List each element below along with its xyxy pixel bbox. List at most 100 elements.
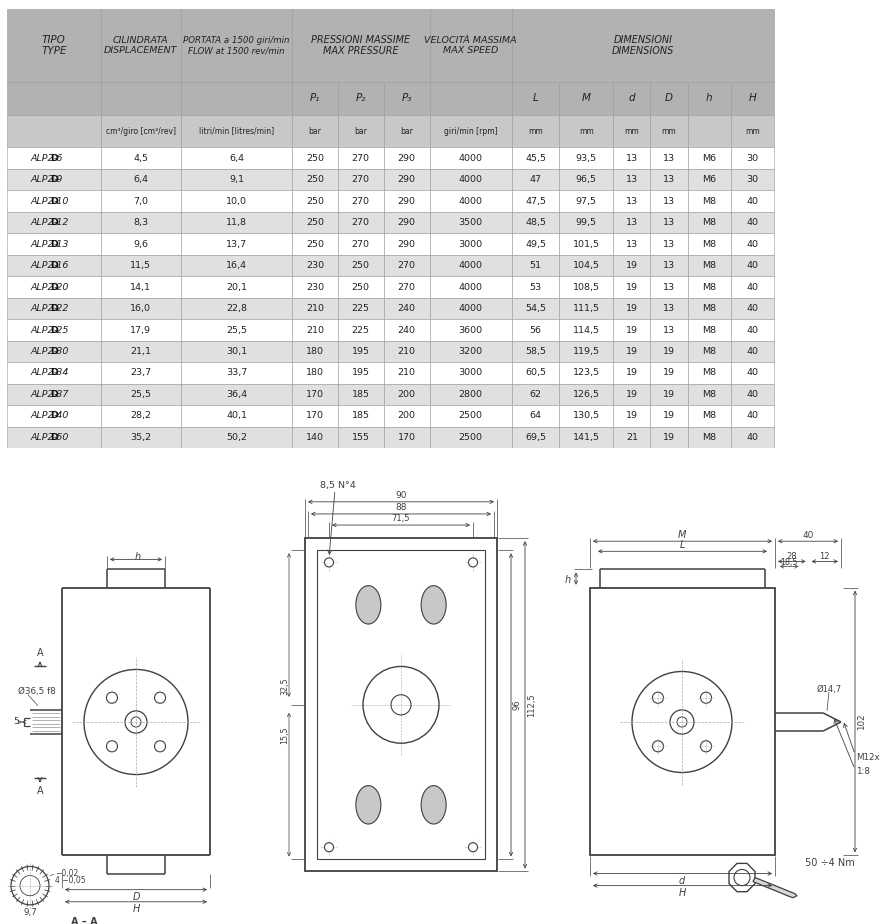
Text: 250: 250 xyxy=(306,218,324,227)
Bar xyxy=(292,406,338,427)
Text: D: D xyxy=(50,283,58,292)
Bar xyxy=(338,276,384,298)
Text: 225: 225 xyxy=(352,325,370,334)
Text: 19: 19 xyxy=(626,347,638,356)
Text: 1:8: 1:8 xyxy=(856,767,870,776)
Bar xyxy=(687,255,731,276)
Polygon shape xyxy=(753,878,797,898)
Bar xyxy=(181,383,292,406)
Text: 155: 155 xyxy=(352,433,370,442)
Text: 15,5: 15,5 xyxy=(281,726,290,744)
Text: 210: 210 xyxy=(398,369,415,378)
Text: D: D xyxy=(132,892,140,902)
Text: 3600: 3600 xyxy=(458,325,483,334)
Text: 195: 195 xyxy=(352,369,370,378)
Bar xyxy=(181,341,292,362)
Bar xyxy=(512,298,560,320)
Bar xyxy=(613,383,650,406)
Text: mm: mm xyxy=(625,127,639,136)
Text: A – A: A – A xyxy=(70,917,98,924)
Text: D: D xyxy=(665,93,673,103)
Bar xyxy=(292,298,338,320)
Text: D: D xyxy=(50,325,58,334)
Bar xyxy=(292,115,338,148)
Text: L: L xyxy=(532,93,539,103)
Text: 3000: 3000 xyxy=(458,369,483,378)
Bar xyxy=(181,212,292,234)
Text: 64: 64 xyxy=(530,411,542,420)
Text: 210: 210 xyxy=(306,325,324,334)
Bar xyxy=(429,169,512,190)
Bar xyxy=(181,81,292,115)
Text: 270: 270 xyxy=(352,176,370,184)
Bar xyxy=(338,234,384,255)
Text: M8: M8 xyxy=(702,239,716,249)
Bar xyxy=(512,169,560,190)
Bar xyxy=(181,190,292,212)
Text: 123,5: 123,5 xyxy=(573,369,600,378)
Bar xyxy=(384,169,429,190)
Text: 47: 47 xyxy=(530,176,542,184)
Text: 45,5: 45,5 xyxy=(525,153,546,163)
Ellipse shape xyxy=(422,586,446,624)
Text: 270: 270 xyxy=(352,239,370,249)
Text: 250: 250 xyxy=(352,283,370,292)
Text: 140: 140 xyxy=(306,433,324,442)
Bar xyxy=(338,190,384,212)
Text: 13: 13 xyxy=(626,197,638,206)
Text: 13: 13 xyxy=(626,176,638,184)
Text: D: D xyxy=(50,239,58,249)
Bar xyxy=(731,427,774,448)
Text: M8: M8 xyxy=(702,347,716,356)
Bar xyxy=(7,148,100,169)
Bar xyxy=(560,255,613,276)
Text: 19: 19 xyxy=(663,433,675,442)
Text: D: D xyxy=(50,347,58,356)
Bar xyxy=(687,406,731,427)
Text: 290: 290 xyxy=(398,197,415,206)
Text: −0,02: −0,02 xyxy=(55,869,78,878)
Bar xyxy=(650,212,687,234)
Bar xyxy=(292,148,338,169)
Text: 7,0: 7,0 xyxy=(134,197,149,206)
Bar xyxy=(613,115,650,148)
Bar xyxy=(292,234,338,255)
Text: 2800: 2800 xyxy=(458,390,483,399)
Text: M12x1.5: M12x1.5 xyxy=(856,753,880,762)
Text: H: H xyxy=(749,93,757,103)
Text: 40,1: 40,1 xyxy=(226,411,247,420)
Text: 270: 270 xyxy=(398,283,415,292)
Text: 30,1: 30,1 xyxy=(226,347,247,356)
Text: mm: mm xyxy=(579,127,594,136)
Text: 230: 230 xyxy=(306,261,324,270)
Text: D: D xyxy=(50,218,58,227)
Bar xyxy=(292,341,338,362)
Text: 250: 250 xyxy=(306,153,324,163)
Text: 13: 13 xyxy=(663,283,675,292)
Text: 200: 200 xyxy=(398,390,415,399)
Text: M8: M8 xyxy=(702,261,716,270)
Text: 104,5: 104,5 xyxy=(573,261,600,270)
Text: M8: M8 xyxy=(702,325,716,334)
Bar xyxy=(338,81,384,115)
Bar xyxy=(384,427,429,448)
Bar xyxy=(650,148,687,169)
Text: D: D xyxy=(50,304,58,313)
Bar xyxy=(613,234,650,255)
Text: mm: mm xyxy=(528,127,543,136)
Text: ALP2: ALP2 xyxy=(30,325,54,334)
Bar xyxy=(100,115,181,148)
Text: 13: 13 xyxy=(663,261,675,270)
Bar xyxy=(429,320,512,341)
Bar xyxy=(687,115,731,148)
Text: 250: 250 xyxy=(306,176,324,184)
Bar xyxy=(338,115,384,148)
Text: 3500: 3500 xyxy=(458,218,483,227)
Text: 4000: 4000 xyxy=(458,261,483,270)
Text: 19: 19 xyxy=(663,411,675,420)
Bar xyxy=(384,115,429,148)
Text: P₁: P₁ xyxy=(310,93,320,103)
Bar xyxy=(292,9,429,81)
Text: 60,5: 60,5 xyxy=(525,369,546,378)
Bar xyxy=(560,406,613,427)
